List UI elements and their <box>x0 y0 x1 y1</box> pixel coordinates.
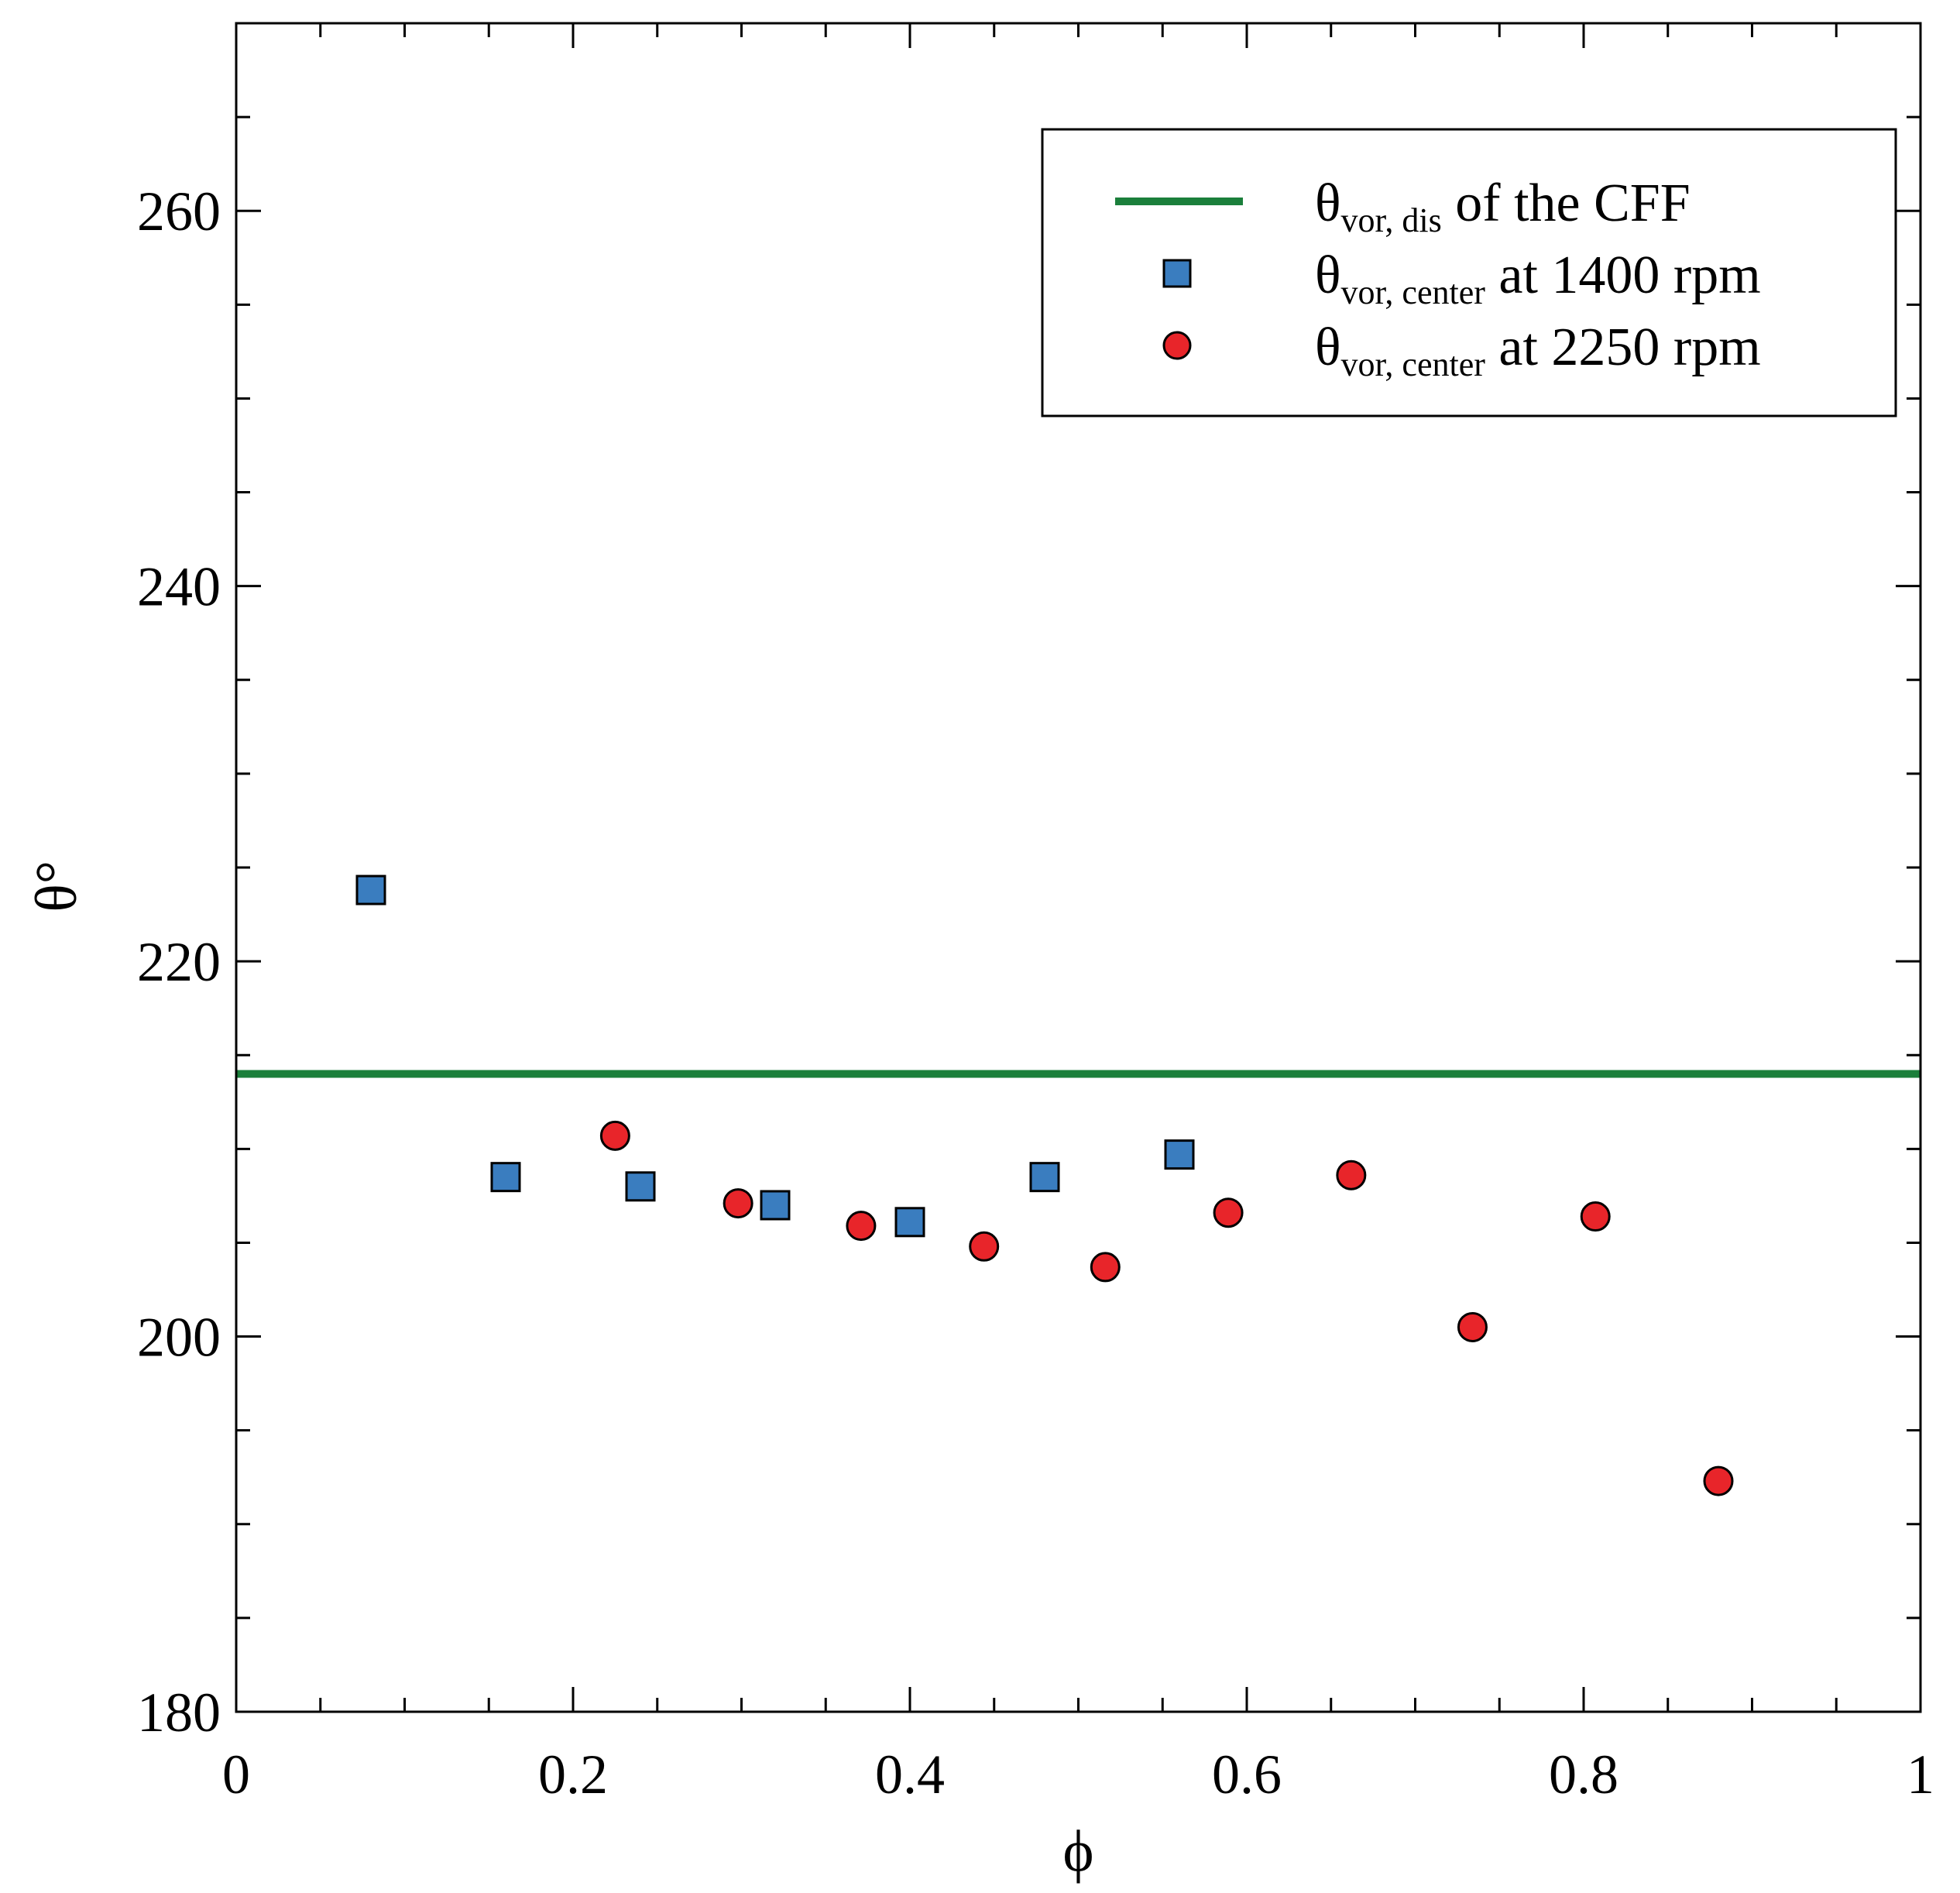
data-point-square <box>625 1171 656 1202</box>
y-tick-label: 200 <box>137 1307 221 1369</box>
data-points <box>355 874 1734 1496</box>
data-point-circle <box>1336 1160 1367 1190</box>
x-tick-label: 0.4 <box>875 1744 945 1805</box>
data-point-circle <box>723 1188 753 1219</box>
data-point-circle <box>1213 1197 1244 1228</box>
data-point-circle <box>1457 1311 1488 1342</box>
data-point-square <box>490 1162 521 1193</box>
data-point-circle <box>1580 1201 1611 1232</box>
y-tick-label: 180 <box>137 1682 221 1744</box>
legend-circle-swatch <box>1162 331 1192 360</box>
x-tick-label: 0.2 <box>538 1744 608 1805</box>
x-tick-label: 0.8 <box>1549 1744 1618 1805</box>
axis-tick-labels: 0 0.2 0.4 0.6 0.8 1 180 200 220 240 260 <box>137 180 1934 1805</box>
x-tick-label: 0 <box>222 1744 250 1805</box>
legend: θvor, dis of the CFF θvor, center at 1400… <box>1041 128 1897 417</box>
legend-label: θvor, center at 1400 rpm <box>1315 246 1761 311</box>
data-point-circle <box>846 1211 877 1242</box>
x-tick-label: 0.6 <box>1212 1744 1282 1805</box>
y-tick-label: 240 <box>137 556 221 618</box>
y-tick-label: 220 <box>137 931 221 993</box>
y-axis-title: θ° <box>24 861 89 912</box>
data-point-square <box>760 1190 791 1221</box>
legend-square-swatch <box>1162 259 1192 288</box>
data-point-square <box>1029 1162 1060 1193</box>
x-axis-title: ϕ <box>1062 1819 1093 1884</box>
data-point-circle <box>969 1231 1000 1262</box>
y-tick-label: 260 <box>137 180 221 242</box>
legend-label: θvor, dis of the CFF <box>1315 173 1691 239</box>
data-point-square <box>355 874 386 905</box>
data-point-circle <box>599 1120 630 1151</box>
legend-label: θvor, center at 2250 rpm <box>1315 318 1761 383</box>
plot-frame <box>235 22 1922 1713</box>
data-point-circle <box>1703 1465 1734 1496</box>
x-tick-label: 1 <box>1907 1744 1934 1805</box>
data-point-square <box>894 1207 925 1238</box>
data-point-circle <box>1090 1252 1121 1283</box>
data-point-square <box>1164 1139 1195 1170</box>
